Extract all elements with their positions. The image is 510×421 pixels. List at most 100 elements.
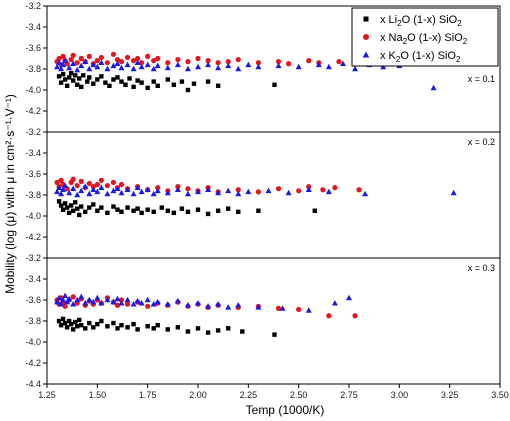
legend-marker (363, 16, 369, 22)
data-point (174, 186, 181, 193)
data-point (104, 190, 111, 197)
data-point (123, 82, 128, 87)
y-tick-label: -3.4 (25, 22, 41, 32)
data-point (66, 75, 72, 80)
data-point (215, 301, 222, 307)
data-point (430, 84, 437, 91)
data-point (110, 62, 117, 69)
y-tick-label: -3.6 (25, 295, 41, 305)
data-point (56, 199, 62, 204)
data-point (135, 55, 141, 62)
data-point (60, 207, 66, 212)
data-point (165, 327, 170, 332)
data-point (275, 62, 282, 69)
data-point (130, 58, 137, 64)
data-point (325, 63, 332, 70)
data-point (62, 320, 68, 326)
data-point (104, 182, 110, 189)
data-point (82, 183, 89, 189)
data-point (255, 304, 262, 310)
data-point (111, 320, 116, 326)
data-point (70, 301, 77, 307)
data-point (56, 74, 62, 79)
x-tick-label: 1.75 (139, 390, 157, 400)
data-point (118, 189, 125, 196)
data-point (151, 209, 156, 214)
data-point (54, 179, 60, 185)
data-point (99, 205, 104, 210)
data-point (110, 51, 117, 57)
data-point (285, 189, 292, 196)
data-point (256, 208, 261, 213)
data-point (151, 58, 157, 64)
legend-marker (363, 34, 369, 40)
data-point (87, 320, 92, 326)
data-point (240, 329, 245, 334)
data-point (74, 66, 81, 73)
data-point (125, 325, 130, 330)
data-point (175, 325, 181, 330)
x-tick-label: 2.00 (189, 390, 207, 400)
data-point (155, 323, 160, 328)
data-point (66, 318, 72, 324)
data-point (90, 298, 97, 305)
data-point (62, 77, 68, 82)
data-point (111, 204, 116, 209)
x-tick-label: 2.50 (290, 390, 308, 400)
data-point (144, 296, 151, 303)
y-tick-label: -3.6 (25, 169, 41, 179)
data-point (131, 208, 136, 213)
data-point (235, 56, 241, 63)
data-point (94, 63, 101, 70)
data-point (144, 186, 151, 193)
data-point (124, 301, 131, 307)
data-point (215, 83, 221, 88)
data-point (265, 187, 272, 194)
data-point (305, 307, 312, 313)
data-point (245, 188, 252, 195)
data-point (320, 187, 326, 193)
data-point (86, 53, 92, 60)
data-point (110, 298, 117, 305)
data-point (77, 212, 82, 218)
y-tick-label: -3.8 (25, 64, 41, 74)
data-point (104, 60, 110, 66)
data-point (62, 292, 69, 299)
data-point (184, 302, 191, 308)
data-point (235, 65, 242, 72)
data-point (60, 61, 67, 68)
y-tick-label: -3.4 (25, 148, 41, 158)
data-point (118, 59, 125, 65)
data-point (205, 211, 211, 217)
data-point (60, 316, 66, 322)
data-point (118, 64, 125, 71)
data-point (275, 59, 282, 65)
legend-box (351, 7, 499, 67)
data-point (62, 201, 68, 206)
data-point (135, 78, 140, 83)
data-point (56, 55, 62, 62)
data-point (60, 296, 67, 303)
y-tick-label: -3.8 (25, 190, 41, 200)
data-point (119, 323, 124, 328)
data-point (154, 187, 161, 194)
data-point (114, 295, 121, 302)
data-point (352, 313, 358, 319)
data-point (195, 63, 201, 70)
data-point (272, 82, 277, 87)
data-point (62, 57, 69, 63)
data-point (103, 80, 108, 85)
data-point (155, 55, 161, 62)
panel-1: -3.2 -3.4 -3.6 -3.8 -4.0 -4.2 x = 0.1 (25, 1, 495, 116)
series-li (56, 71, 277, 93)
data-point (94, 58, 100, 64)
data-point (72, 73, 78, 78)
data-point (127, 76, 132, 81)
series-na (54, 294, 358, 319)
data-point (175, 56, 181, 63)
data-point (139, 80, 144, 85)
data-point (54, 188, 61, 195)
data-point (110, 179, 117, 185)
data-point (81, 73, 86, 78)
data-point (58, 177, 64, 183)
